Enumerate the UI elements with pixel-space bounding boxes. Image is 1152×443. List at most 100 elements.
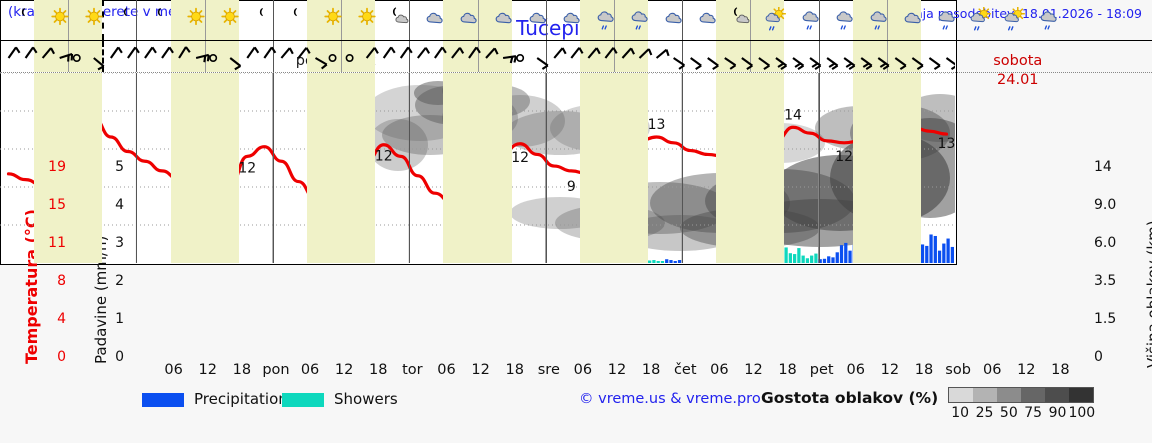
day-separator-1 bbox=[136, 0, 138, 40]
precipitation-bar bbox=[844, 242, 848, 263]
temperature-label: 9 bbox=[567, 179, 576, 195]
x-tick-06-20: 06 bbox=[846, 362, 865, 378]
precipitation-bar bbox=[929, 234, 933, 263]
day-separator-2 bbox=[272, 73, 274, 263]
precipitation-bar bbox=[648, 260, 652, 263]
temperature-tick-15: 15 bbox=[48, 197, 66, 213]
moon-icon bbox=[250, 7, 278, 37]
temperature-label: 13 bbox=[648, 117, 666, 133]
current-time-divider bbox=[102, 0, 105, 40]
weather-icon-row bbox=[0, 0, 1152, 41]
precipitation-bar bbox=[950, 246, 954, 263]
density-swatch-75 bbox=[1021, 388, 1045, 402]
precipitation-bar bbox=[835, 252, 839, 263]
day-separator-3 bbox=[409, 73, 411, 263]
precipitation-bar bbox=[656, 261, 660, 263]
x-tick-čet-15: čet bbox=[673, 362, 697, 378]
precipitation-bar bbox=[810, 255, 814, 263]
cloud-icon bbox=[694, 7, 722, 37]
cloud-icon bbox=[557, 7, 585, 37]
graph-area: 8151251256129131114121413 bbox=[0, 73, 1152, 263]
x-tick-pon-3: pon bbox=[262, 362, 290, 378]
icon-subseparator-3 bbox=[477, 0, 479, 40]
cloudheight-tick-1.5: 1.5 bbox=[1094, 311, 1117, 327]
precipitation-bar bbox=[946, 238, 950, 263]
icon-subseparator-4 bbox=[613, 0, 615, 40]
icon-subseparator-0 bbox=[68, 0, 70, 40]
cloudheight-tick-6.0: 6.0 bbox=[1094, 235, 1117, 251]
moon-cloud-icon bbox=[728, 7, 756, 37]
daylight-band-nedelja bbox=[34, 73, 103, 263]
x-tick-18-26: 18 bbox=[1051, 362, 1070, 378]
density-tick-50: 50 bbox=[999, 405, 1018, 421]
precipitation-bar bbox=[788, 253, 792, 263]
sun-icon bbox=[353, 7, 381, 37]
x-tick-18-18: 18 bbox=[778, 362, 797, 378]
sun-icon bbox=[80, 7, 108, 37]
precipitation-bar bbox=[792, 254, 797, 263]
x-tick-06-0: 06 bbox=[164, 362, 183, 378]
moon-icon bbox=[284, 7, 312, 37]
cloud-icon bbox=[421, 7, 449, 37]
precipitation-tick-4: 4 bbox=[115, 197, 124, 213]
x-tick-18-6: 18 bbox=[369, 362, 388, 378]
cloud-rain-icon bbox=[932, 7, 960, 37]
precipitation-bar bbox=[784, 247, 788, 263]
precipitation-bar bbox=[677, 260, 682, 263]
density-tick-25: 25 bbox=[975, 405, 994, 421]
day-separator-6 bbox=[818, 41, 820, 72]
precipitation-bar bbox=[665, 259, 669, 263]
day-date: 24.01 bbox=[997, 72, 1039, 88]
precipitation-tick-0: 0 bbox=[115, 349, 124, 365]
precipitation-bar bbox=[942, 243, 946, 263]
icon-subseparator-2 bbox=[341, 0, 343, 40]
day-name: sobota bbox=[993, 53, 1043, 69]
x-tick-06-16: 06 bbox=[710, 362, 729, 378]
sun-cloud-rain-icon bbox=[762, 6, 790, 37]
density-swatch-25 bbox=[973, 388, 997, 402]
day-separator-2 bbox=[272, 41, 274, 72]
day-separator-5 bbox=[682, 73, 684, 263]
density-swatch-100 bbox=[1069, 388, 1093, 402]
precipitation-bar bbox=[839, 245, 844, 263]
showers-legend-label: Showers bbox=[334, 390, 398, 408]
temperature-tick-8: 8 bbox=[57, 273, 66, 289]
x-tick-sob-23: sob bbox=[945, 362, 971, 378]
x-tick-18-14: 18 bbox=[641, 362, 661, 378]
copyright-text[interactable]: © vreme.us & vreme.pro bbox=[579, 391, 761, 407]
precipitation-swatch bbox=[142, 393, 184, 407]
cloud-icon bbox=[455, 7, 483, 37]
day-header-sobota: sobota 24.01 bbox=[950, 52, 1086, 90]
precipitation-bar bbox=[673, 261, 677, 263]
precipitation-tick-3: 3 bbox=[115, 235, 124, 251]
precipitation-bar bbox=[652, 260, 656, 263]
day-separator-1 bbox=[136, 73, 138, 263]
moon-cloud-icon bbox=[387, 7, 415, 37]
density-tick-100: 100 bbox=[1068, 405, 1096, 421]
precipitation-bar bbox=[801, 255, 805, 263]
daylight-band-sreda bbox=[443, 73, 512, 263]
x-tick-06-24: 06 bbox=[982, 362, 1002, 378]
daylight-band-torek bbox=[306, 73, 376, 263]
cloudheight-tick-14: 14 bbox=[1094, 159, 1112, 175]
precipitation-tick-2: 2 bbox=[115, 273, 124, 289]
wind-barb-row bbox=[0, 41, 1152, 73]
day-separator-5 bbox=[682, 0, 684, 40]
density-tick-75: 75 bbox=[1024, 405, 1043, 421]
precipitation-bar bbox=[822, 258, 827, 263]
temperature-tick-11: 11 bbox=[48, 235, 66, 251]
precipitation-bar bbox=[814, 253, 818, 263]
wind-subseparator-3 bbox=[477, 41, 479, 72]
x-tick-12-9: 12 bbox=[471, 362, 490, 378]
sun-icon bbox=[319, 7, 347, 37]
cloud-rain-icon bbox=[830, 7, 858, 37]
cloud-rain-icon bbox=[626, 7, 654, 37]
temperature-tick-19: 19 bbox=[48, 159, 66, 175]
chart-legend: Precipitation Showers bbox=[0, 388, 1152, 428]
wind-current-time-divider bbox=[102, 41, 105, 72]
temperature-label: 12 bbox=[835, 149, 853, 165]
sun-icon bbox=[182, 7, 210, 37]
wind-subseparator-4 bbox=[613, 41, 615, 72]
day-separator-6 bbox=[818, 73, 820, 263]
day-separator-4 bbox=[545, 0, 547, 40]
